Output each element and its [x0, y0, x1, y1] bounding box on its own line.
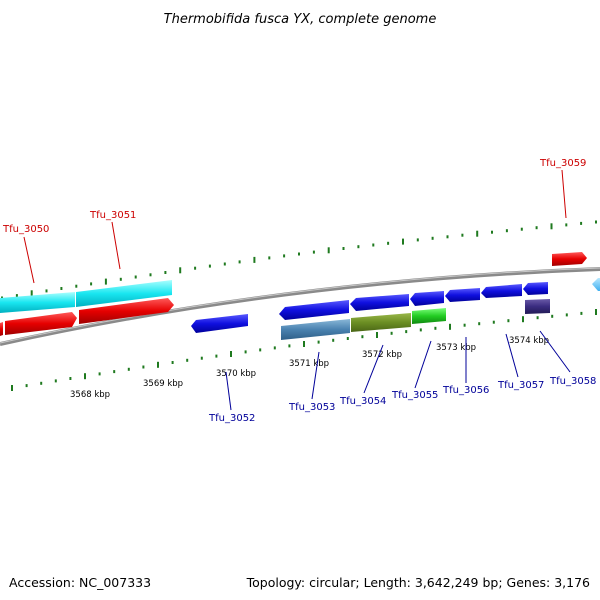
genome-summary-text: Topology: circular; Length: 3,642,249 bp… [246, 575, 590, 590]
ruler-label-3568: 3568 kbp [70, 390, 110, 400]
gene-label-tfu3051[interactable]: Tfu_3051 [89, 210, 136, 221]
gene-label-tfu3054[interactable]: Tfu_3054 [339, 396, 386, 407]
feature-cyan-2[interactable] [76, 280, 172, 307]
gene-label-tfu3057[interactable]: Tfu_3057 [497, 380, 544, 391]
ruler-labels: 3568 kbp 3569 kbp 3570 kbp 3571 kbp 3572… [70, 336, 549, 400]
ruler-label-3572: 3572 kbp [362, 350, 402, 360]
leader-tfu3051 [111, 221, 121, 270]
feature-tfu3054-lower[interactable] [351, 313, 411, 332]
gene-label-tfu3059[interactable]: Tfu_3059 [539, 158, 586, 169]
genome-backbone [0, 267, 600, 346]
reverse-features [191, 278, 600, 340]
leader-tfu3053 [311, 351, 320, 400]
forward-features [0, 252, 587, 336]
leader-tfu3057 [505, 333, 519, 378]
gene-label-tfu3056[interactable]: Tfu_3056 [442, 385, 489, 396]
feature-tfu3053-upper[interactable] [279, 300, 349, 320]
forward-gene-labels: Tfu_3050 Tfu_3051 Tfu_3059 [2, 158, 586, 284]
ruler-label-3574: 3574 kbp [509, 336, 549, 346]
gene-label-tfu3052[interactable]: Tfu_3052 [208, 413, 255, 424]
feature-edge-right[interactable] [592, 278, 600, 291]
accession-text: Accession: NC_007333 [9, 575, 151, 590]
reverse-gene-labels: Tfu_3052 Tfu_3053 Tfu_3054 Tfu_3055 Tfu_… [208, 330, 596, 424]
gene-label-tfu3053[interactable]: Tfu_3053 [288, 402, 335, 413]
feature-cyan-1[interactable] [0, 292, 75, 313]
ruler-label-3569: 3569 kbp [143, 379, 183, 389]
feature-tfu3053-lower[interactable] [281, 319, 350, 340]
leader-tfu3055 [414, 340, 432, 389]
feature-tfu3055-upper[interactable] [410, 291, 444, 306]
feature-tfu3051[interactable] [79, 298, 174, 324]
leader-tfu3052 [225, 371, 232, 411]
feature-tfu3054-upper[interactable] [350, 294, 409, 311]
feature-tfu3052[interactable] [191, 314, 248, 333]
forward-tick-row [1, 220, 597, 300]
feature-tfu3058-upper[interactable] [523, 282, 548, 295]
leader-tfu3059 [561, 169, 567, 219]
gene-label-tfu3055[interactable]: Tfu_3055 [391, 390, 438, 401]
feature-tfu3050[interactable] [5, 312, 77, 335]
feature-tfu3056-upper[interactable] [445, 288, 480, 302]
leader-tfu3058 [539, 330, 571, 373]
reverse-tick-row [11, 309, 597, 391]
feature-tfu3057-upper[interactable] [481, 284, 522, 298]
map-title: Thermobifida fusca YX, complete genome [164, 12, 437, 27]
feature-tfu3055-lower[interactable] [412, 308, 446, 324]
leader-tfu3054 [363, 344, 384, 394]
ruler-label-3570: 3570 kbp [216, 369, 256, 379]
ruler-label-3571: 3571 kbp [289, 359, 329, 369]
ruler-label-3573: 3573 kbp [436, 343, 476, 353]
feature-red-left[interactable] [0, 322, 3, 336]
gene-label-tfu3050[interactable]: Tfu_3050 [2, 224, 49, 235]
feature-tfu3059[interactable] [552, 252, 587, 266]
feature-tfu3058-lower[interactable] [525, 299, 550, 314]
gene-label-tfu3058[interactable]: Tfu_3058 [549, 376, 596, 387]
genome-backbone-highlight [0, 267, 600, 344]
leader-tfu3050 [23, 236, 35, 284]
